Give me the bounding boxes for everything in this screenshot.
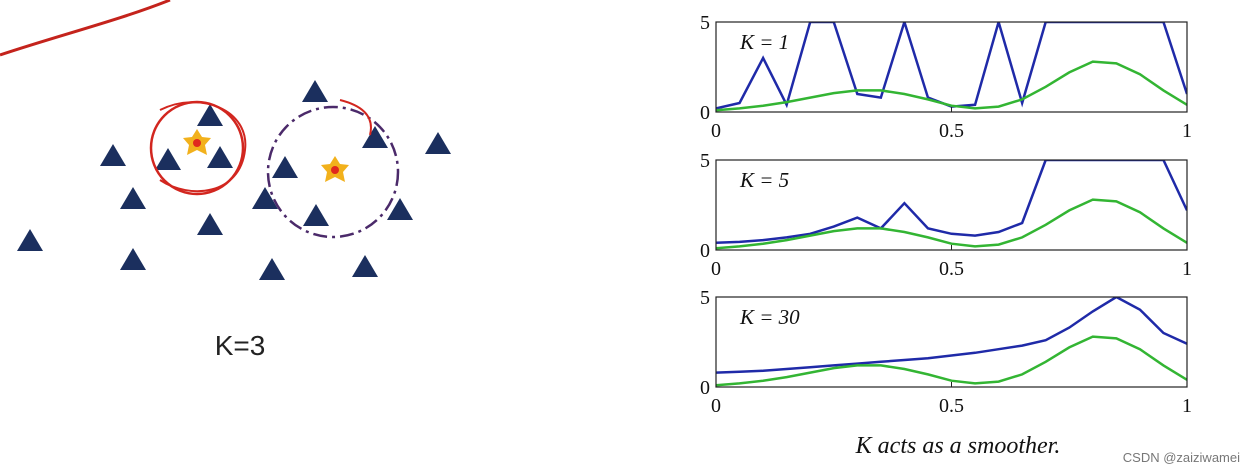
line-chart: 0 5 0 0.5 1 K = 30	[700, 287, 1192, 417]
y-tick-label: 5	[700, 150, 710, 172]
chart-title: K = 30	[739, 305, 800, 329]
y-tick-label: 5	[700, 287, 710, 309]
series-line	[716, 60, 1187, 112]
knn-diagram: K=3	[0, 0, 451, 361]
x-tick-label: 0.5	[939, 395, 964, 417]
y-tick-label: 5	[700, 12, 710, 34]
chart-title: K = 1	[739, 30, 789, 54]
chart-title: K = 5	[739, 168, 789, 192]
y-tick-label: 0	[700, 240, 710, 262]
x-tick-label: 0	[711, 120, 721, 142]
x-tick-label: 0	[711, 395, 721, 417]
x-tick-label: 1	[1182, 395, 1192, 417]
y-tick-label: 0	[700, 102, 710, 124]
x-tick-label: 0.5	[939, 120, 964, 142]
series-line	[716, 198, 1187, 250]
caption: K acts as a smoother.	[855, 433, 1061, 459]
x-tick-label: 1	[1182, 258, 1192, 280]
x-tick-label: 0.5	[939, 258, 964, 280]
watermark: CSDN @zaiziwamei	[1123, 450, 1240, 465]
line-chart: 0 5 0 0.5 1 K = 1	[700, 12, 1192, 142]
x-tick-label: 1	[1182, 120, 1192, 142]
series-line	[716, 297, 1187, 374]
line-chart: 0 5 0 0.5 1 K = 5	[700, 150, 1192, 280]
diagram-label: K=3	[215, 330, 266, 361]
y-tick-label: 0	[700, 377, 710, 399]
x-tick-label: 0	[711, 258, 721, 280]
series-line	[716, 335, 1187, 387]
series-line	[716, 160, 1187, 245]
